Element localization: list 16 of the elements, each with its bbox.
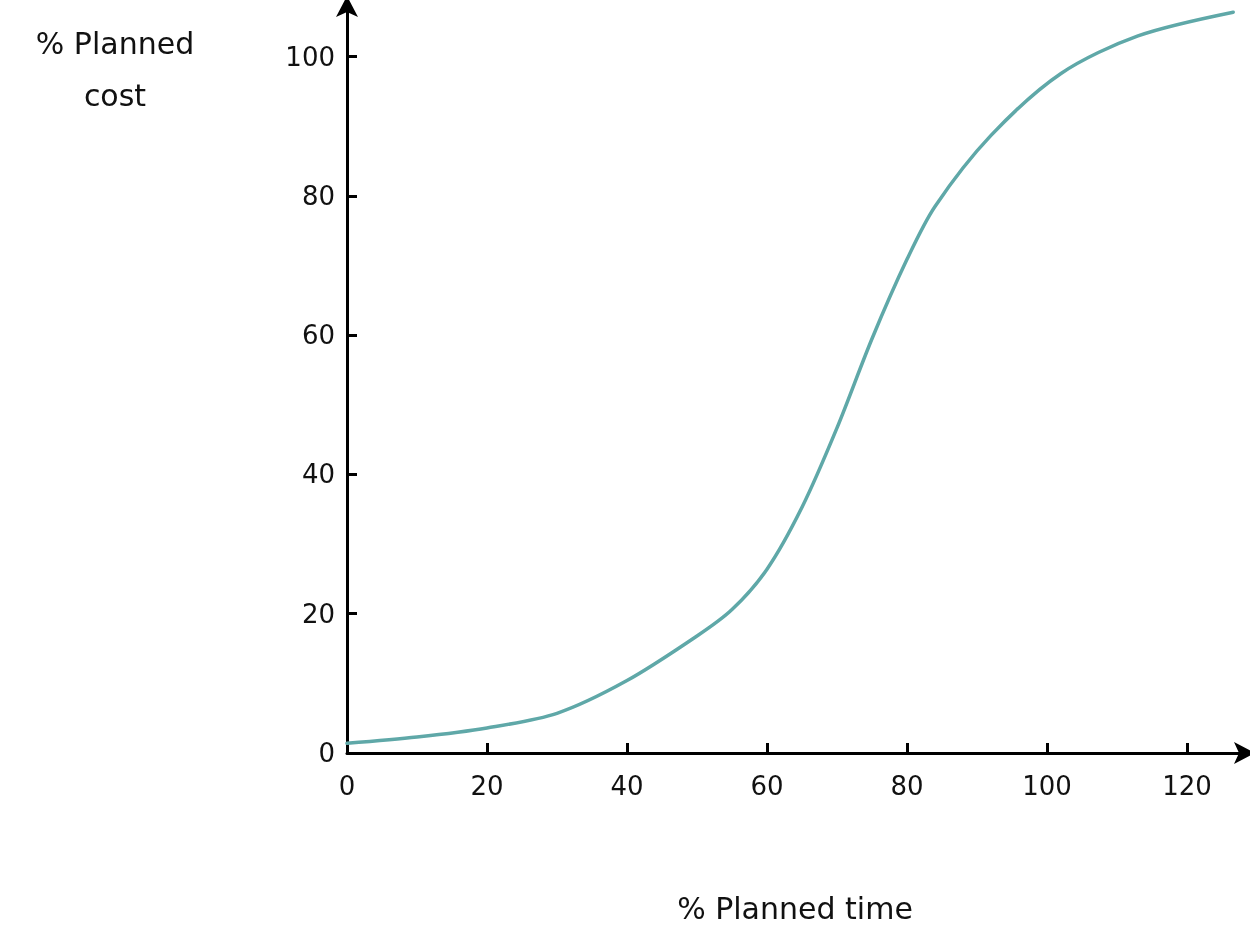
y-axis-title: % Planned cost	[34, 25, 196, 115]
x-tick-label: 120	[1162, 771, 1212, 801]
x-tick-label: 0	[338, 771, 356, 801]
y-tick-label: 20	[301, 598, 335, 629]
x-tick-label: 20	[470, 771, 504, 801]
x-tick-label: 40	[610, 771, 644, 801]
line-series	[345, 10, 1235, 745]
y-tick-label: 0	[318, 738, 335, 768]
x-tick-label: 80	[890, 771, 924, 801]
x-tick-label: 60	[750, 771, 784, 801]
y-tick-label: 100	[285, 41, 335, 72]
x-tick-label: 100	[1022, 771, 1072, 801]
y-tick-label: 40	[301, 459, 335, 490]
y-tick-label: 80	[301, 180, 335, 211]
y-tick-label: 60	[301, 320, 335, 351]
x-axis-title: % Planned time	[677, 890, 913, 926]
